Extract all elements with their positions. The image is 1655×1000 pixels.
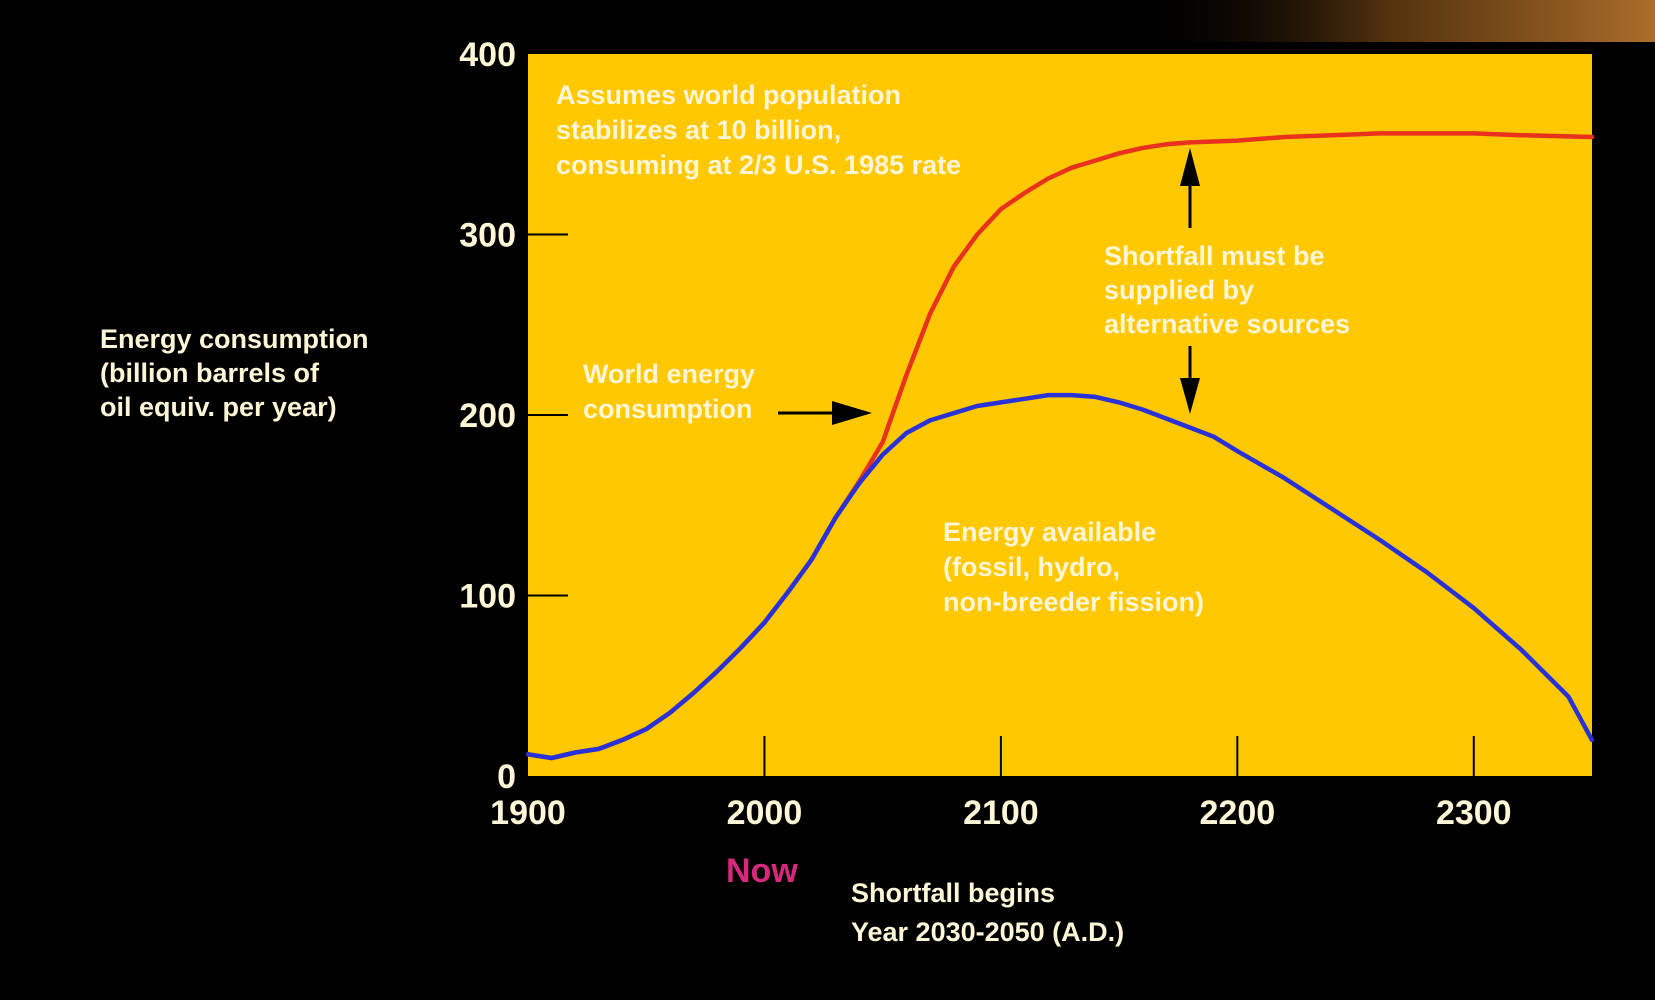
shortfall-arrow-up — [1180, 148, 1200, 228]
annotation-shortfall-note: Shortfall must be supplied by alternativ… — [1104, 241, 1350, 339]
x-tick-label-1900: 1900 — [490, 794, 566, 832]
x-tick-label-2200: 2200 — [1200, 794, 1276, 832]
series-line-energy-available — [525, 392, 1595, 761]
y-axis-label: Energy consumption (billion barrels of o… — [100, 324, 376, 422]
x-axis-tick-labels: 1900 2000 2100 2200 2300 — [490, 794, 1511, 832]
annotation-energy-available: Energy available (fossil, hydro, non-bre… — [943, 517, 1204, 617]
y-tick-label-300: 300 — [459, 217, 516, 255]
x-tick-label-2300: 2300 — [1436, 794, 1512, 832]
y-tick-label-200: 200 — [459, 397, 516, 435]
x-tick-label-2000: 2000 — [727, 794, 803, 832]
annotation-assumption: Assumes world population stabilizes at 1… — [556, 80, 961, 180]
shortfall-begins-label: Shortfall begins Year 2030-2050 (A.D.) — [851, 878, 1124, 947]
y-tick-label-0: 0 — [497, 758, 516, 796]
x-axis-ticks — [763, 736, 1475, 776]
y-axis-tick-labels: 0 100 200 300 400 — [459, 36, 516, 796]
now-label: Now — [726, 852, 798, 890]
consumption-pointer-arrow — [778, 401, 872, 425]
y-tick-label-400: 400 — [459, 36, 516, 74]
y-axis-ticks — [528, 233, 568, 597]
annotation-world-energy-consumption: World energy consumption — [583, 359, 763, 424]
shortfall-arrow-down — [1180, 346, 1200, 414]
x-tick-label-2100: 2100 — [963, 794, 1039, 832]
decorative-corner-bar — [1130, 0, 1655, 42]
y-tick-label-100: 100 — [459, 578, 516, 616]
